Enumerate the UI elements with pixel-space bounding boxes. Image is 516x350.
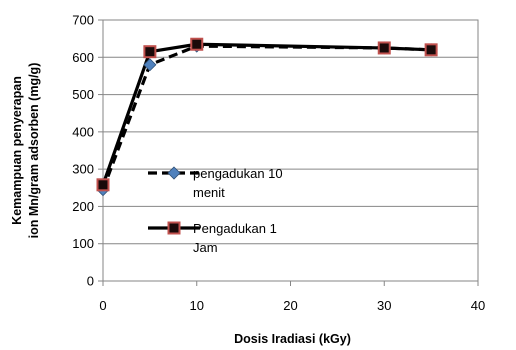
series-2-point-1 — [96, 178, 110, 192]
y-axis-title-line-1: Kemampuan penyerapan — [10, 76, 24, 225]
y-tick-label-700: 700 — [72, 13, 94, 28]
y-tick-label-500: 500 — [72, 87, 94, 102]
y-axis-title: Kemampuan penyerapan ion Mn/gram adsorben… — [10, 63, 41, 239]
x-axis-title: Dosis Iradiasi (kGy) — [234, 332, 351, 346]
y-tick-label-200: 200 — [72, 199, 94, 214]
series-layer — [96, 37, 438, 197]
plot-area-border — [102, 19, 479, 282]
gridlines — [103, 19, 478, 282]
legend-label-1-line-2: menit — [193, 185, 225, 200]
y-tick-label-400: 400 — [72, 124, 94, 139]
y-tick-label-300: 300 — [72, 162, 94, 177]
x-tick-label-0: 0 — [99, 298, 106, 313]
legend: pengadukan 10 menit Pengadukan 1 Jam — [148, 166, 283, 255]
legend-label-2-line-1: Pengadukan 1 — [193, 221, 277, 236]
legend-label-2-line-2: Jam — [193, 240, 218, 255]
x-tick-label-20: 20 — [283, 298, 297, 313]
x-axis-ticks: 0 10 20 30 40 — [99, 281, 485, 313]
series-2-point-4 — [377, 41, 391, 55]
legend-swatch-marker-2 — [167, 221, 181, 235]
y-tick-label-0: 0 — [87, 274, 94, 289]
y-tick-label-100: 100 — [72, 236, 94, 251]
series-1-point-2 — [143, 58, 157, 72]
y-axis-title-line-2: ion Mn/gram adsorben (mg/g) — [27, 63, 41, 239]
legend-label-1-line-1: pengadukan 10 — [193, 166, 283, 181]
x-tick-label-10: 10 — [190, 298, 204, 313]
legend-swatch-marker-1 — [167, 166, 181, 180]
y-tick-label-600: 600 — [72, 50, 94, 65]
series-2-point-3 — [190, 37, 204, 51]
series-2-point-2 — [143, 45, 157, 59]
y-axis-ticks: 0 100 200 300 400 500 600 700 — [72, 13, 103, 289]
x-tick-label-40: 40 — [471, 298, 485, 313]
x-tick-label-30: 30 — [377, 298, 391, 313]
plot-border — [102, 19, 479, 282]
series-2-point-5 — [424, 43, 438, 57]
